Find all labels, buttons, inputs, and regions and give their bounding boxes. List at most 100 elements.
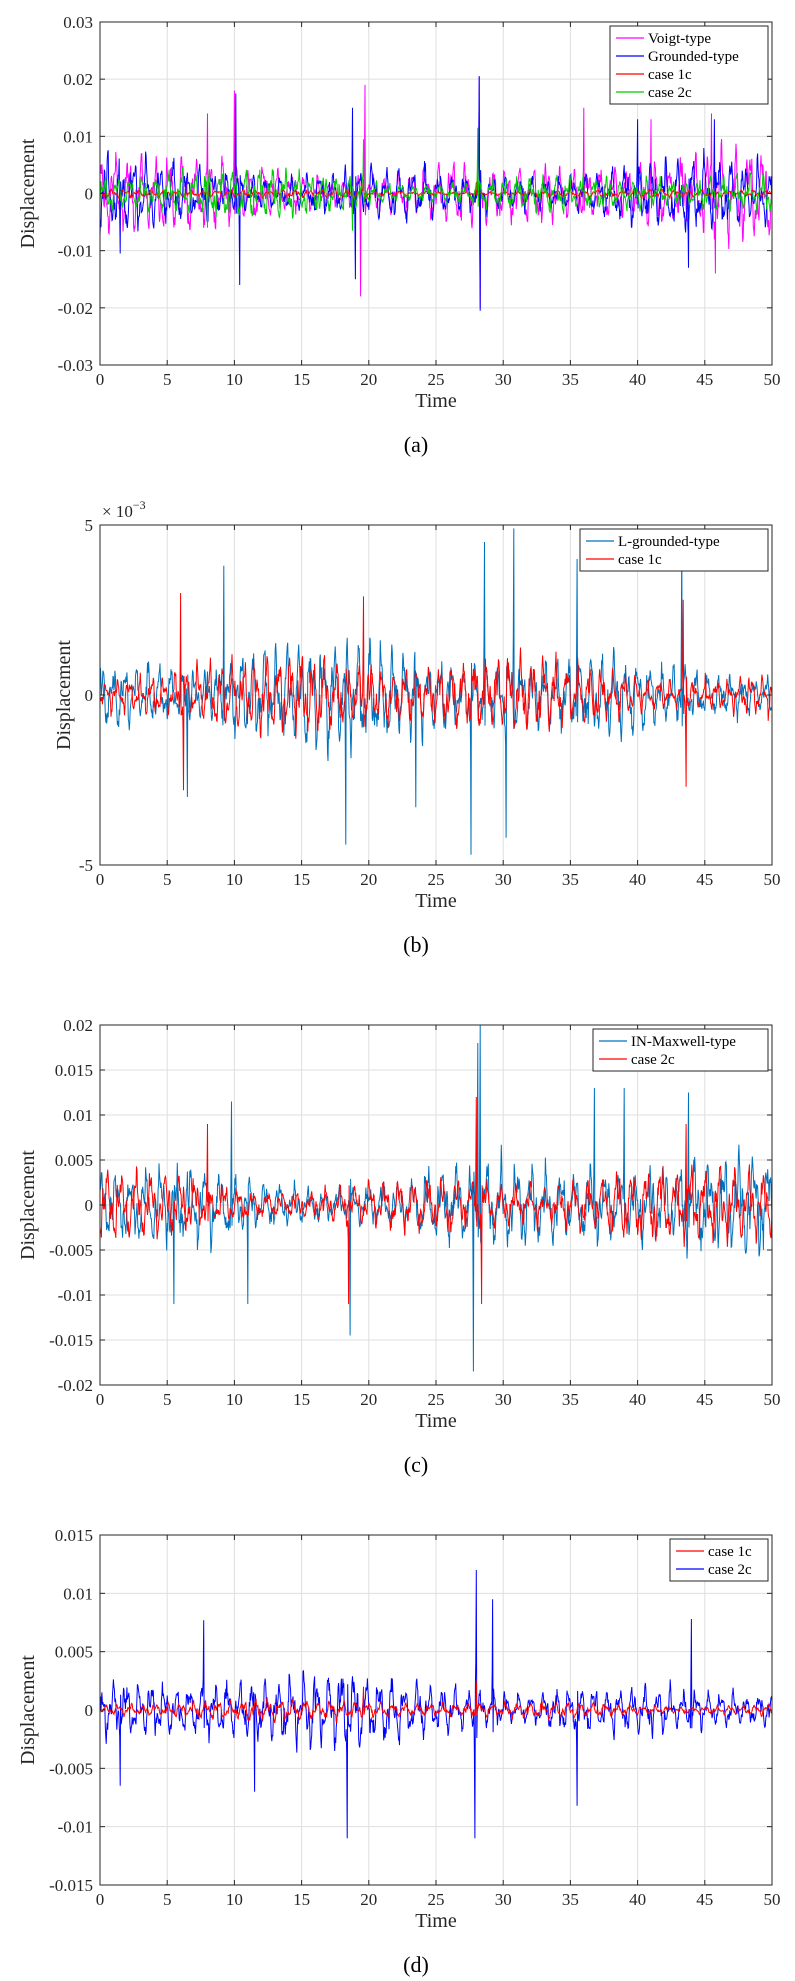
x-tick-label: 30 xyxy=(495,370,512,389)
x-tick-label: 45 xyxy=(696,1890,713,1909)
legend-entry: case 2c xyxy=(708,1562,752,1578)
series-line-case-2c xyxy=(100,127,772,231)
y-axis-label: Displacement xyxy=(17,1150,39,1260)
y-tick-label: -0.02 xyxy=(58,299,93,318)
y-tick-label: 0.015 xyxy=(55,1061,93,1080)
x-tick-label: 35 xyxy=(562,1390,579,1409)
x-tick-label: 15 xyxy=(293,370,310,389)
x-tick-label: 40 xyxy=(629,1890,646,1909)
x-axis-label: Time xyxy=(415,890,457,912)
x-tick-label: 50 xyxy=(764,1390,781,1409)
y-tick-label: -0.01 xyxy=(58,242,93,261)
subfigure-label: (a) xyxy=(404,432,428,457)
x-tick-label: 25 xyxy=(428,870,445,889)
y-tick-label: 0.03 xyxy=(63,13,93,32)
legend-entry: Grounded-type xyxy=(648,49,739,65)
y-tick-label: 0.01 xyxy=(63,1106,93,1125)
y-tick-label: -0.01 xyxy=(58,1286,93,1305)
y-tick-label: -0.005 xyxy=(49,1759,93,1778)
x-axis-label: Time xyxy=(415,1910,457,1932)
series-group xyxy=(100,1025,772,1372)
legend-entry: IN-Maxwell-type xyxy=(631,1034,736,1050)
y-axis-label: Displacement xyxy=(17,1655,39,1765)
y-tick-label: 0.02 xyxy=(63,1016,93,1035)
legend-box xyxy=(609,25,769,105)
series-group xyxy=(100,76,772,311)
x-tick-label: 0 xyxy=(96,870,105,889)
legend-entry: L-grounded-type xyxy=(618,534,720,550)
y-tick-label: 0.01 xyxy=(63,1584,93,1603)
legend-entry: case 2c xyxy=(631,1052,675,1068)
x-tick-label: 40 xyxy=(629,1390,646,1409)
legend: IN-Maxwell-type case 2c xyxy=(592,1028,769,1072)
series-line-grounded-type xyxy=(100,76,772,311)
x-tick-label: 5 xyxy=(163,370,172,389)
series-line-l-grounded-type xyxy=(100,528,772,855)
x-tick-label: 45 xyxy=(696,1390,713,1409)
y-tick-label: 0 xyxy=(85,1701,94,1720)
x-tick-label: 10 xyxy=(226,870,243,889)
series-line-case-2c xyxy=(100,1096,772,1305)
x-tick-label: 20 xyxy=(360,1390,377,1409)
chart-panel-d: 0 5 10 15 20 25 30 35 40 45 50 -0.015 -0.01 -0.005 0 0.… xyxy=(17,1526,781,1977)
legend-box xyxy=(592,1028,769,1072)
y-axis-label: Displacement xyxy=(53,640,75,750)
y-tick-label: 0.005 xyxy=(55,1643,93,1662)
chart-panel-c: 0 5 10 15 20 25 30 35 40 45 50 -0.02 -0.015 -0.01 -0.0… xyxy=(17,1016,781,1477)
x-tick-label: 20 xyxy=(360,370,377,389)
y-tick-label: -0.015 xyxy=(49,1331,93,1350)
legend-entry: case 1c xyxy=(618,552,662,568)
y-axis-label: Displacement xyxy=(17,138,39,248)
x-tick-label: 45 xyxy=(696,370,713,389)
x-tick-label: 30 xyxy=(495,1390,512,1409)
x-tick-label: 15 xyxy=(293,1390,310,1409)
chart-panel-b: 0 5 10 15 20 25 30 35 40 45 50-505× 10−3TimeDispla… xyxy=(53,498,781,957)
y-tick-label: -0.03 xyxy=(58,356,93,375)
x-tick-label: 25 xyxy=(428,370,445,389)
x-tick-label: 0 xyxy=(96,1890,105,1909)
x-tick-label: 40 xyxy=(629,870,646,889)
x-tick-label: 5 xyxy=(163,1390,172,1409)
y-multiplier: × 10−3 xyxy=(102,498,146,521)
y-tick-label: -5 xyxy=(79,856,93,875)
x-tick-label: 50 xyxy=(764,870,781,889)
legend-entry: case 1c xyxy=(648,67,692,83)
x-tick-label: 15 xyxy=(293,1890,310,1909)
y-tick-label: 0.01 xyxy=(63,127,93,146)
x-tick-label: 10 xyxy=(226,370,243,389)
x-tick-label: 0 xyxy=(96,370,105,389)
x-tick-label: 15 xyxy=(293,870,310,889)
chart-panel-a: 0 5 10 15 20 25 30 35 40 45 50 -0.03 -0.02 -0.01 0 0.01… xyxy=(17,13,781,457)
legend-entry: case 2c xyxy=(648,85,692,101)
y-tick-label: 0 xyxy=(85,1196,94,1215)
x-tick-label: 0 xyxy=(96,1390,105,1409)
x-tick-label: 25 xyxy=(428,1390,445,1409)
y-tick-label: 0 xyxy=(85,686,94,705)
subfigure-label: (c) xyxy=(404,1452,428,1477)
x-tick-label: 45 xyxy=(696,870,713,889)
x-tick-label: 20 xyxy=(360,1890,377,1909)
series-group xyxy=(100,528,772,855)
y-tick-label: 0 xyxy=(85,185,94,204)
series-line-in-maxwell-type xyxy=(100,1025,772,1372)
x-tick-label: 20 xyxy=(360,870,377,889)
x-tick-label: 35 xyxy=(562,370,579,389)
legend-entry: Voigt-type xyxy=(648,31,711,47)
x-tick-label: 35 xyxy=(562,870,579,889)
legend: Voigt-type Grounded-type case 1c case 2c xyxy=(609,25,769,105)
legend: L-grounded-type case 1c xyxy=(579,528,769,572)
y-tick-label: 0.02 xyxy=(63,70,93,89)
legend-box xyxy=(669,1538,769,1582)
y-tick-label: 5 xyxy=(85,516,94,535)
x-tick-label: 10 xyxy=(226,1890,243,1909)
y-tick-label: -0.005 xyxy=(49,1241,93,1260)
y-tick-label: -0.02 xyxy=(58,1376,93,1395)
legend-entry: case 1c xyxy=(708,1544,752,1560)
x-tick-label: 30 xyxy=(495,1890,512,1909)
series-group xyxy=(100,1569,772,1839)
x-tick-label: 5 xyxy=(163,870,172,889)
x-tick-label: 35 xyxy=(562,1890,579,1909)
y-multiplier-exponent: −3 xyxy=(133,498,146,512)
x-axis-label: Time xyxy=(415,390,457,412)
y-tick-label: -0.015 xyxy=(49,1876,93,1895)
